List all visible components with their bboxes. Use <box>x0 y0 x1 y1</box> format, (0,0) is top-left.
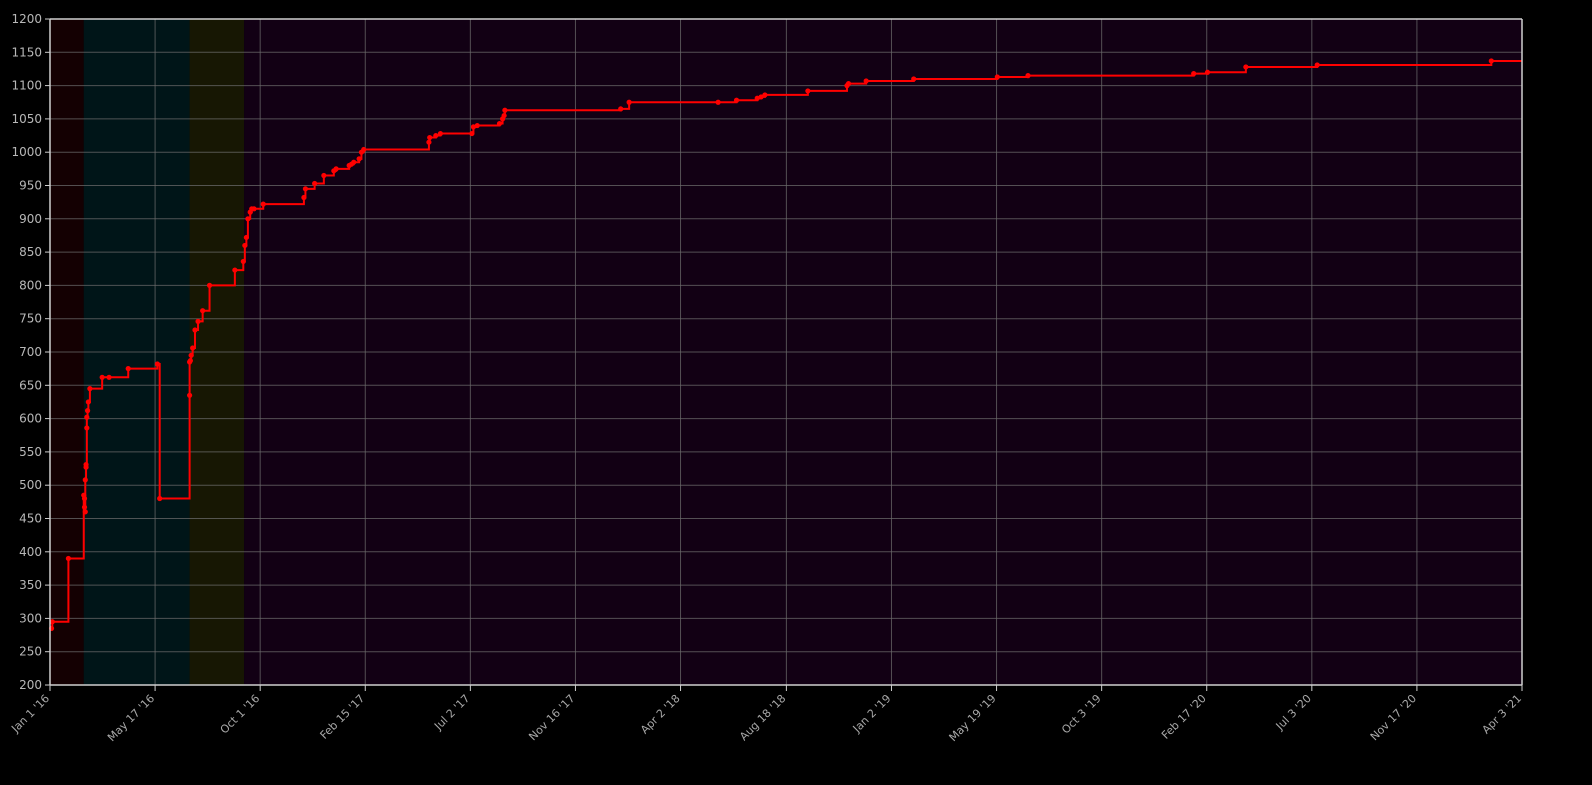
data-point <box>81 504 88 510</box>
data-point <box>83 461 89 468</box>
y-tick-label: 200 <box>19 678 42 692</box>
data-point <box>351 159 357 165</box>
y-axis-ticks: 200 250 300 350 400 450 500 550 600 650 700 750 800 8… <box>11 12 50 692</box>
data-point <box>805 88 811 94</box>
data-point <box>1314 62 1320 68</box>
data-point <box>762 92 768 98</box>
data-point <box>49 619 55 625</box>
data-point <box>192 327 198 333</box>
data-point <box>863 78 869 84</box>
data-point <box>333 166 339 172</box>
data-point <box>474 122 480 129</box>
y-tick-label: 600 <box>19 412 42 426</box>
y-tick-label: 950 <box>19 179 42 193</box>
grid-lines <box>49 18 1523 686</box>
y-tick-label: 250 <box>19 645 42 659</box>
series-layer <box>48 58 1522 631</box>
data-point <box>911 76 917 82</box>
data-point <box>301 194 307 201</box>
y-tick-label: 1150 <box>11 45 42 59</box>
data-point <box>84 414 90 420</box>
y-tick-label: 650 <box>19 378 42 392</box>
data-point <box>302 186 309 192</box>
y-tick-label: 1100 <box>11 79 42 93</box>
data-point <box>427 134 433 141</box>
data-point <box>232 267 238 273</box>
data-point <box>157 495 163 502</box>
data-point <box>1204 69 1211 75</box>
data-point <box>188 352 194 358</box>
data-point <box>240 258 246 265</box>
y-tick-label: 800 <box>19 278 42 292</box>
data-point <box>356 156 362 162</box>
data-point <box>715 99 721 105</box>
data-point <box>87 386 93 392</box>
data-point <box>82 477 88 483</box>
data-point <box>200 308 206 314</box>
data-point <box>85 399 91 405</box>
data-point <box>469 130 475 137</box>
data-point <box>125 366 131 372</box>
data-point <box>243 234 249 241</box>
data-point <box>361 146 367 153</box>
data-point <box>84 408 91 414</box>
data-point <box>251 206 257 212</box>
y-tick-label: 1200 <box>11 12 42 26</box>
data-point <box>1243 64 1249 70</box>
y-tick-label: 1050 <box>11 112 42 126</box>
data-point <box>845 81 852 87</box>
data-point <box>994 74 1000 80</box>
data-point <box>496 120 503 127</box>
data-point <box>626 99 632 105</box>
data-point <box>1025 73 1031 79</box>
data-point <box>206 282 213 288</box>
data-point <box>82 509 88 515</box>
data-point <box>758 94 764 100</box>
y-tick-label: 400 <box>19 545 42 559</box>
data-point <box>106 374 112 380</box>
y-tick-label: 500 <box>19 478 42 492</box>
data-point <box>65 555 72 562</box>
data-point <box>1191 71 1197 77</box>
data-point <box>433 132 439 139</box>
data-point <box>84 425 90 431</box>
data-point <box>426 139 432 145</box>
y-tick-label: 450 <box>19 512 42 526</box>
data-point <box>245 216 251 222</box>
data-point <box>1488 58 1494 64</box>
data-point <box>501 112 507 119</box>
y-tick-label: 750 <box>19 312 42 326</box>
y-tick-label: 350 <box>19 578 42 592</box>
y-tick-label: 550 <box>19 445 42 459</box>
y-tick-label: 700 <box>19 345 42 359</box>
data-point <box>502 107 508 113</box>
data-point <box>81 495 88 502</box>
y-tick-label: 900 <box>19 212 42 226</box>
y-tick-label: 300 <box>19 611 42 625</box>
data-point <box>260 201 266 207</box>
data-point <box>733 97 740 103</box>
data-point <box>190 345 196 351</box>
data-point <box>195 318 201 324</box>
data-point <box>312 180 318 187</box>
data-point <box>187 392 193 398</box>
data-point <box>242 242 248 249</box>
data-point <box>154 361 160 367</box>
y-tick-label: 850 <box>19 245 42 259</box>
data-point <box>437 130 444 137</box>
data-point <box>321 172 327 179</box>
data-point <box>187 358 193 364</box>
data-point <box>99 374 105 380</box>
y-tick-label: 1000 <box>11 145 42 159</box>
data-point <box>618 106 624 112</box>
